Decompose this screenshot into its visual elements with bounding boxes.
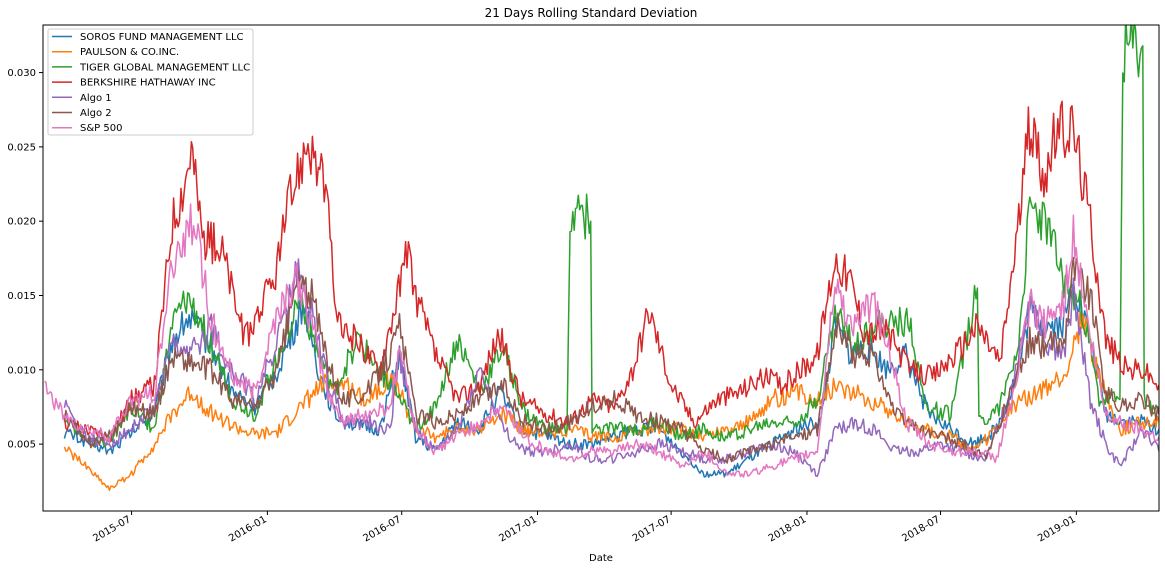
series-line-tiger-global-management-llc (63, 25, 1159, 449)
x-tick-label: 2015-07 (91, 514, 133, 544)
x-tick-label: 2019-01 (1036, 514, 1078, 544)
y-axis: 0.005 0.010 0.015 0.020 0.025 0.030 (7, 68, 43, 451)
legend-label-tiger-global-management-llc: TIGER GLOBAL MANAGEMENT LLC (79, 62, 250, 73)
x-tick-label: 2018-07 (900, 514, 942, 544)
legend-label-algo-2: Algo 2 (80, 108, 112, 119)
legend-label-s-p-500: S&P 500 (80, 123, 122, 134)
plot-frame (42, 24, 1160, 512)
y-tick-label: 0.030 (7, 68, 36, 79)
x-tick-label: 2016-01 (227, 514, 269, 544)
series-lines (44, 25, 1159, 492)
series-line-s-p-500 (44, 203, 1159, 478)
y-tick-label: 0.005 (7, 440, 36, 451)
x-tick-label: 2018-01 (767, 514, 809, 544)
x-tick-label: 2016-07 (362, 514, 404, 544)
x-axis-label: Date (589, 553, 613, 564)
y-tick-label: 0.020 (7, 217, 36, 228)
legend-label-soros-fund-management-llc: SOROS FUND MANAGEMENT LLC (80, 32, 244, 43)
legend-label-algo-1: Algo 1 (80, 93, 112, 104)
legend: SOROS FUND MANAGEMENT LLC PAULSON & CO.IN… (47, 28, 254, 136)
y-tick-label: 0.015 (7, 291, 36, 302)
legend-frame (47, 28, 254, 136)
series-line-paulson-co-inc (63, 311, 1159, 492)
legend-label-berkshire-hathaway-inc: BERKSHIRE HATHAWAY INC (80, 78, 216, 89)
x-tick-label: 2017-07 (631, 514, 673, 544)
series-line-soros-fund-management-llc (63, 285, 1159, 478)
x-axis: 2015-07 2016-01 2016-07 2017-01 2017-07 2018-… (91, 511, 1078, 544)
chart-title: 21 Days Rolling Standard Deviation (485, 6, 698, 20)
y-tick-label: 0.010 (7, 365, 36, 376)
series-line-algo-2 (63, 256, 1159, 464)
x-tick-label: 2017-01 (497, 514, 539, 544)
y-tick-label: 0.025 (7, 142, 36, 153)
legend-label-paulson-co-inc: PAULSON & CO.INC. (80, 47, 179, 58)
